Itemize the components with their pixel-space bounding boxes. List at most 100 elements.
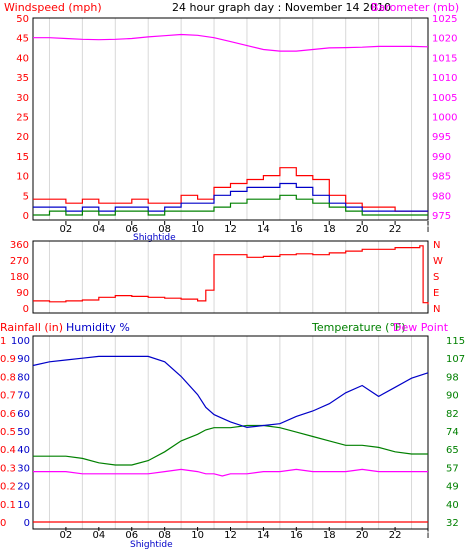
baro-tick-label: 980 [432, 191, 451, 202]
compass-label: S [433, 272, 439, 283]
wind-min-line [33, 194, 428, 216]
x-tick-label: 02 [60, 530, 73, 541]
baro-tick-label: 985 [432, 172, 451, 183]
panel3-rain-ticks: 1 0.9 0.8 0.7 0.6 0.5 0.4 0.3 0.2 0.1 0 [0, 336, 16, 529]
direction-tick-label: 270 [10, 256, 29, 267]
x-tick-label: 14 [257, 530, 270, 541]
humidity-tick-label: 40 [17, 445, 30, 456]
humidity-tick-label: 0 [24, 518, 30, 529]
temp-tick-label: 115 [446, 336, 465, 347]
barometer-axis-label: Barometer (mb) [371, 1, 459, 14]
x-tick-label: 06 [125, 530, 138, 541]
rain-tick-label: 0.4 [0, 445, 16, 456]
panel3-series [32, 355, 429, 523]
baro-tick-label: 975 [432, 211, 451, 222]
wind-tick-label: 45 [16, 34, 29, 45]
rain-tick-label: 0.8 [0, 372, 16, 383]
baro-tick-label: 990 [432, 152, 451, 163]
x-tick-label: 08 [158, 224, 171, 235]
x-tick-label: 06 [125, 224, 138, 235]
rain-tick-label: 1 [0, 336, 6, 347]
x-tick-label: 20 [356, 224, 369, 235]
x-tick-label: 12 [224, 224, 237, 235]
panel2-degree-ticks: 360 270 180 90 0 [10, 240, 29, 315]
temp-tick-label: 74 [446, 427, 459, 438]
x-tick-label: 14 [257, 224, 270, 235]
rainfall-axis-label: Rainfall (in) [0, 321, 63, 334]
temp-tick-label: 32 [446, 518, 459, 529]
direction-tick-label: 0 [23, 304, 29, 315]
wind-tick-label: 10 [16, 172, 29, 183]
baro-tick-label: 995 [432, 132, 451, 143]
humidity-tick-label: 80 [17, 372, 30, 383]
panel1-gridlines [48, 18, 413, 220]
x-tick-label: 08 [158, 530, 171, 541]
rain-tick-label: 0.6 [0, 409, 16, 420]
humidity-tick-label: 100 [11, 336, 30, 347]
x-tick-label: 10 [191, 224, 204, 235]
temperature-axis-label: Temperature (°F) [311, 321, 406, 334]
dewpoint-axis-label: Dew Point [393, 321, 449, 334]
x-tick-label: 04 [92, 224, 105, 235]
rain-tick-label: 0.7 [0, 391, 16, 402]
panel3-x-ticks: 02 04 06 08 10 12 14 16 18 20 22 i [60, 527, 430, 541]
rain-tick-label: 0.2 [0, 482, 16, 493]
wind-direction-line [33, 245, 429, 305]
temp-tick-label: 82 [446, 409, 459, 420]
wind-tick-label: 20 [16, 132, 29, 143]
temp-tick-label: 49 [446, 482, 459, 493]
baro-tick-label: 1005 [432, 93, 457, 104]
graph-title: 24 hour graph day : November 14 2010 [172, 1, 391, 14]
temperature-line [33, 424, 428, 466]
watermark-top: Shightide [133, 233, 176, 243]
direction-tick-label: 180 [10, 272, 29, 283]
temp-tick-label: 40 [446, 500, 459, 511]
direction-tick-label: 90 [16, 288, 29, 299]
x-tick-label: 20 [356, 530, 369, 541]
x-tick-label: 18 [323, 224, 336, 235]
panel2-series [33, 245, 429, 305]
wind-tick-label: 40 [16, 53, 29, 64]
x-tick-label: i [427, 530, 430, 541]
compass-label: E [433, 288, 439, 299]
humidity-tick-label: 60 [17, 409, 30, 420]
panel1-frame [32, 17, 429, 221]
wind-tick-label: 35 [16, 73, 29, 84]
x-tick-label: 02 [60, 224, 73, 235]
panel1-baro-ticks: 1025 1020 1015 1010 1005 1000 995 990 985 980 975 [432, 14, 457, 222]
panel2-frame [32, 240, 429, 314]
panel3-temp-ticks: 115 107 98 90 82 74 65 57 49 40 32 [446, 336, 465, 529]
temp-tick-label: 90 [446, 391, 459, 402]
rain-tick-label: 0.9 [0, 354, 16, 365]
wind-tick-label: 25 [16, 113, 29, 124]
baro-tick-label: 1010 [432, 73, 457, 84]
x-tick-label: 16 [290, 224, 303, 235]
compass-label: W [433, 256, 443, 267]
baro-tick-label: 1025 [432, 14, 457, 25]
temp-tick-label: 57 [446, 463, 459, 474]
humidity-line [32, 355, 429, 429]
baro-tick-label: 1015 [432, 53, 457, 64]
panel1-x-ticks: 02 04 06 08 10 12 14 16 18 20 22 i [60, 221, 429, 235]
x-tick-label: 16 [290, 530, 303, 541]
panel1-series [33, 33, 429, 216]
baro-tick-label: 1000 [432, 113, 457, 124]
x-tick-label: 18 [323, 530, 336, 541]
x-tick-label: 12 [224, 530, 237, 541]
x-tick-label: 22 [389, 224, 402, 235]
rain-tick-label: 0.1 [0, 500, 16, 511]
panel3-frame [32, 335, 429, 530]
rain-tick-label: 0.3 [0, 463, 16, 474]
wind-tick-label: 5 [23, 191, 29, 202]
humidity-tick-label: 10 [17, 500, 30, 511]
baro-tick-label: 1020 [432, 34, 457, 45]
dewpoint-line [33, 468, 428, 477]
humidity-axis-label: Humidity % [66, 321, 130, 334]
temp-tick-label: 65 [446, 445, 459, 456]
windspeed-axis-label: Windspeed (mph) [4, 1, 102, 14]
wind-tick-label: 50 [16, 14, 29, 25]
